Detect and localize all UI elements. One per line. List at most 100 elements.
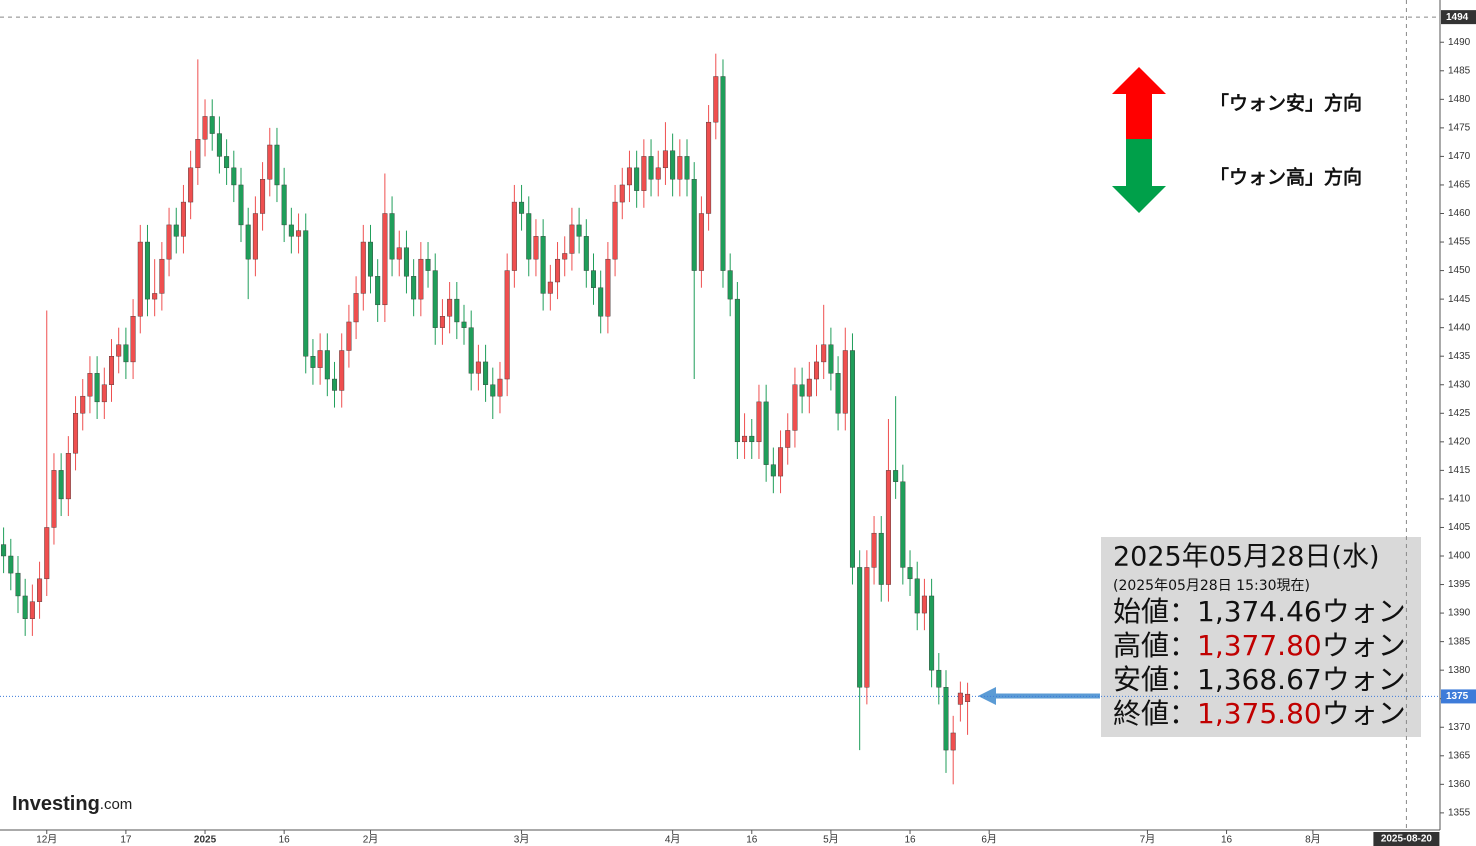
marker-box	[1441, 689, 1476, 704]
candle-body	[58, 470, 64, 500]
candle-body	[612, 201, 618, 260]
candle-body	[799, 384, 805, 397]
x-tick-label: 16	[279, 835, 291, 846]
x-tick-label: 4月	[665, 834, 681, 846]
candle-body	[403, 247, 409, 277]
candle-body	[87, 373, 93, 397]
candle-body	[907, 567, 913, 580]
x-tick-label: 5月	[823, 834, 839, 846]
candle-body	[562, 253, 568, 260]
x-tick-label: 12月	[36, 834, 57, 846]
info-row: 始値：1,374.46ウォン	[1113, 595, 1406, 628]
candle-body	[137, 241, 143, 317]
candle-body	[44, 527, 50, 580]
candle-body	[641, 156, 647, 191]
candle-body	[411, 276, 417, 300]
candle-body	[80, 395, 86, 414]
candle-body	[195, 139, 201, 169]
candle-body	[231, 167, 237, 186]
candle-body	[382, 213, 388, 306]
candle-body	[857, 567, 863, 688]
candle-body	[893, 470, 899, 482]
candle-body	[885, 470, 891, 585]
candle-body	[742, 435, 748, 443]
candle-body	[785, 430, 791, 448]
candle-body	[533, 236, 539, 260]
candle-body	[483, 361, 489, 385]
candle-body	[281, 184, 287, 226]
candle-body	[504, 270, 510, 380]
y-tick-label: 1370	[1448, 722, 1471, 733]
candle-body	[123, 344, 129, 363]
candle-body	[29, 601, 35, 619]
candle-body	[166, 224, 172, 260]
y-tick-label: 1385	[1448, 636, 1471, 647]
y-tick-label: 1360	[1448, 779, 1471, 790]
y-tick-label: 1450	[1448, 265, 1471, 276]
candle-body	[324, 350, 330, 380]
y-tick-label: 1405	[1448, 522, 1471, 533]
candle-body	[224, 156, 230, 169]
candle-body	[454, 298, 460, 323]
y-tick-label: 1475	[1448, 123, 1471, 134]
brand: Investing	[12, 793, 100, 815]
info-value: 1,368.67	[1197, 663, 1322, 696]
candle-body	[511, 201, 517, 271]
y-tick-label: 1460	[1448, 208, 1471, 219]
candle-body	[152, 293, 158, 300]
candle-body	[698, 213, 704, 271]
candle-body	[590, 270, 596, 288]
y-tick-label: 1445	[1448, 294, 1471, 305]
candle-body	[965, 693, 971, 702]
y-tick-label: 1485	[1448, 65, 1471, 76]
candle-body	[8, 555, 14, 574]
candle-body	[144, 241, 150, 300]
candle-body	[555, 258, 561, 283]
candle-body	[763, 401, 769, 465]
y-tick-label: 1420	[1448, 436, 1471, 447]
info-unit: ウォン	[1322, 697, 1406, 730]
candle-body	[497, 378, 503, 397]
candle-body	[202, 116, 208, 140]
candle-body	[317, 350, 323, 368]
candle-body	[677, 156, 683, 180]
candle-body	[914, 578, 920, 614]
candle-body	[626, 167, 632, 186]
up-arrow	[1112, 67, 1166, 139]
candle-body	[51, 470, 57, 528]
candle-body	[180, 201, 186, 237]
candle-body	[706, 121, 712, 214]
candle-body	[353, 293, 359, 323]
info-row: 安値：1,368.67ウォン	[1113, 663, 1406, 696]
marker-box	[1441, 10, 1476, 25]
candle-body	[691, 179, 697, 271]
candle-body	[339, 350, 345, 391]
candle-body	[821, 344, 827, 363]
info-note: (2025年05月28日 15:30現在)	[1113, 578, 1310, 594]
candle-body	[310, 356, 316, 368]
candle-body	[447, 298, 453, 317]
candle-body	[490, 384, 496, 397]
y-tick-label: 1490	[1448, 37, 1471, 48]
y-tick-label: 1435	[1448, 351, 1471, 362]
candle-body	[274, 144, 280, 186]
candle-body	[619, 184, 625, 203]
candle-body	[842, 350, 848, 414]
candle-body	[188, 167, 194, 203]
candle-body	[238, 184, 244, 226]
candle-body	[216, 133, 222, 157]
y-tick-label: 1390	[1448, 608, 1471, 619]
x-tick-label: 16	[746, 835, 758, 846]
y-tick-label: 1440	[1448, 322, 1471, 333]
candle-body	[756, 401, 762, 443]
candle-body	[288, 224, 294, 237]
x-tick-label: 16	[904, 835, 916, 846]
candle-body	[900, 481, 906, 568]
down-arrow	[1112, 139, 1166, 213]
candle-body	[734, 298, 740, 443]
x-crosshair-label: 2025-08-20	[1381, 834, 1433, 845]
candle-body	[648, 156, 654, 180]
info-unit: ウォン	[1322, 629, 1406, 662]
